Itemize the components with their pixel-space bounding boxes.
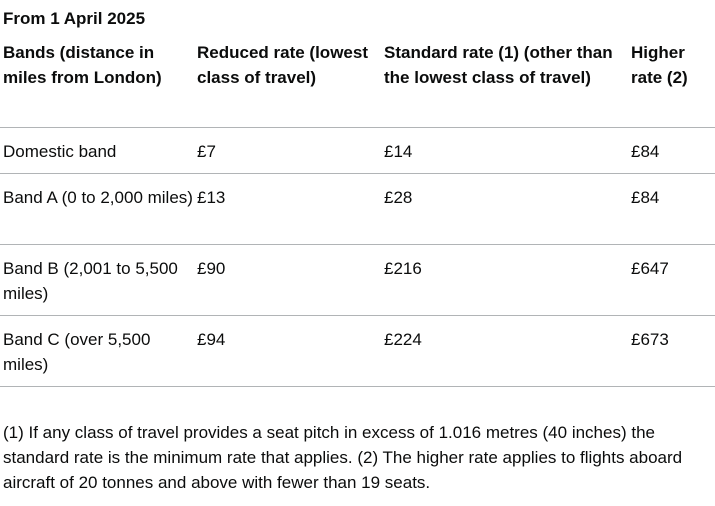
header-standard-rate: Standard rate (1) (other than the lowest…: [381, 40, 628, 128]
table-row: Band C (over 5,500 miles) £94 £224 £673: [0, 315, 715, 387]
higher-rate-cell: £84: [628, 127, 715, 174]
band-cell: Band B (2,001 to 5,500 miles): [0, 244, 194, 316]
higher-rate-cell: £673: [628, 315, 715, 387]
higher-rate-cell: £84: [628, 173, 715, 245]
header-higher-rate: Higher rate (2): [628, 40, 715, 128]
table-row: Band A (0 to 2,000 miles) £13 £28 £84: [0, 173, 715, 245]
header-bands: Bands (distance in miles from London): [0, 40, 194, 128]
table-header-row: Bands (distance in miles from London) Re…: [0, 40, 715, 128]
band-cell: Band C (over 5,500 miles): [0, 315, 194, 387]
band-cell: Domestic band: [0, 127, 194, 174]
standard-rate-cell: £14: [381, 127, 628, 174]
table-caption: From 1 April 2025: [3, 9, 146, 28]
footnote: (1) If any class of travel provides a se…: [3, 423, 683, 492]
reduced-rate-cell: £13: [194, 173, 381, 245]
higher-rate-cell: £647: [628, 244, 715, 316]
standard-rate-cell: £216: [381, 244, 628, 316]
rates-table: Bands (distance in miles from London) Re…: [0, 40, 715, 387]
standard-rate-cell: £224: [381, 315, 628, 387]
reduced-rate-cell: £7: [194, 127, 381, 174]
band-cell: Band A (0 to 2,000 miles): [0, 173, 194, 245]
table-row: Band B (2,001 to 5,500 miles) £90 £216 £…: [0, 244, 715, 316]
table-row: Domestic band £7 £14 £84: [0, 127, 715, 174]
reduced-rate-cell: £94: [194, 315, 381, 387]
standard-rate-cell: £28: [381, 173, 628, 245]
header-reduced-rate: Reduced rate (lowest class of travel): [194, 40, 381, 128]
reduced-rate-cell: £90: [194, 244, 381, 316]
